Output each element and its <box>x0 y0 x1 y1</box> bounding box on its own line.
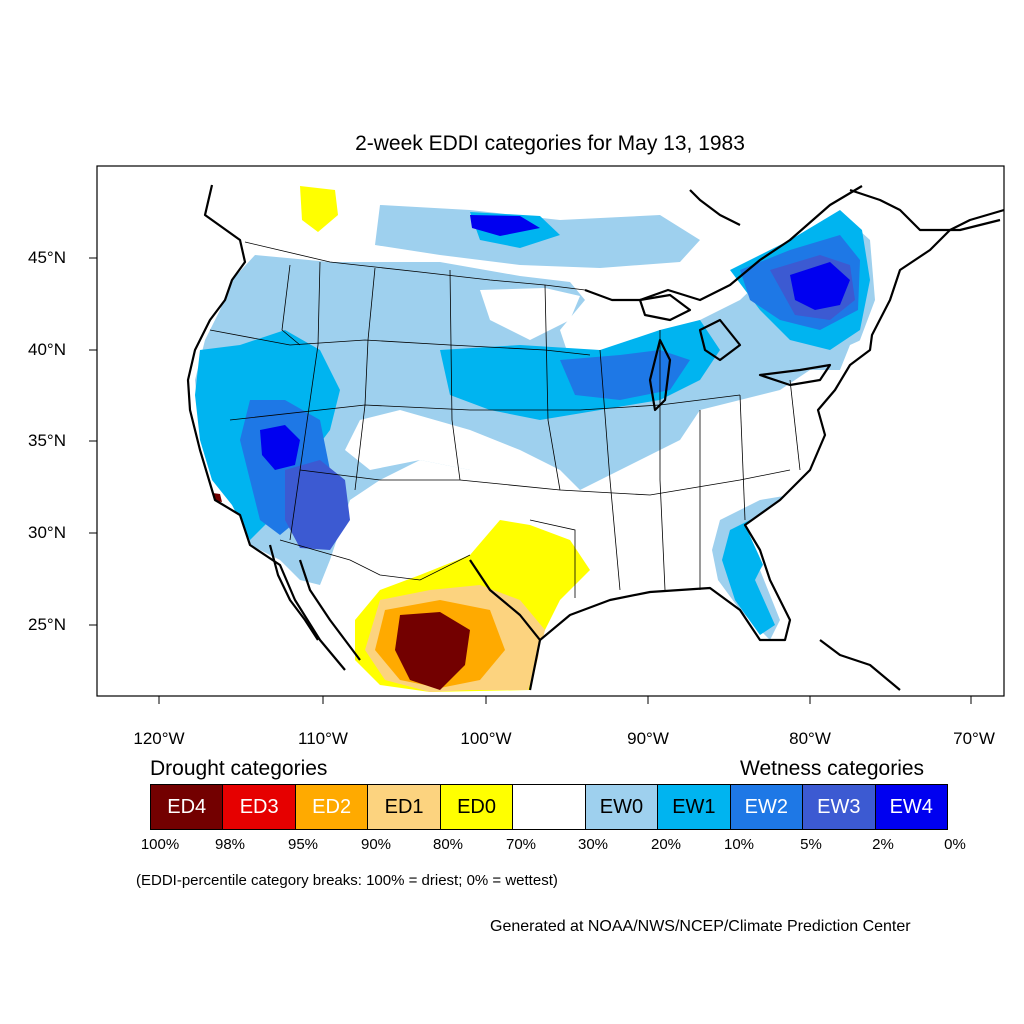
legend-colorbar: ED4 ED3 ED2 ED1 ED0 EW0 EW1 EW2 EW3 EW4 <box>150 784 948 830</box>
ed4-area-texas <box>395 612 470 690</box>
legend-swatch-ew0: EW0 <box>585 785 659 829</box>
axis-ticks <box>89 257 972 704</box>
legend-break: 100% <box>140 836 180 853</box>
lat-label-40: 40°N <box>28 340 66 359</box>
lon-label-70: 70°W <box>953 729 995 748</box>
map-frame <box>96 165 1005 697</box>
legend-swatch-ew1: EW1 <box>658 785 731 829</box>
legend-swatch-ew4: EW4 <box>875 785 947 829</box>
normal-area-northcentral <box>480 288 580 340</box>
gulf-of-mexico <box>535 590 1004 696</box>
legend-break: 90% <box>360 836 392 853</box>
legend-break: 10% <box>723 836 755 853</box>
lat-label-45: 45°N <box>28 248 66 267</box>
normal-area-plains <box>345 410 560 480</box>
legend-break: 5% <box>800 836 822 853</box>
category-breaks-note: (EDDI-percentile category breaks: 100% =… <box>136 872 558 889</box>
coastlines <box>186 184 1004 691</box>
lon-label-90: 90°W <box>627 729 669 748</box>
credit-line: Generated at NOAA/NWS/NCEP/Climate Predi… <box>490 918 911 935</box>
lon-label-120: 120°W <box>133 729 185 748</box>
legend-break: 98% <box>214 836 246 853</box>
pacific-ocean <box>97 166 360 696</box>
atlantic-ocean <box>745 166 1004 696</box>
ew4-area-california <box>260 425 300 470</box>
lat-label-30: 30°N <box>28 523 66 542</box>
lon-label-100: 100°W <box>460 729 512 748</box>
legend-swatch-ew2: EW2 <box>730 785 804 829</box>
wetness-heading: Wetness categories <box>740 757 925 780</box>
legend-swatch-normal <box>513 785 586 829</box>
legend-swatch-ew3: EW3 <box>803 785 876 829</box>
legend-break: 70% <box>505 836 537 853</box>
ew4-area-northeast <box>790 262 850 310</box>
ew4-area-canada <box>470 215 540 236</box>
legend-break: 0% <box>944 836 966 853</box>
legend-swatch-ed3: ED3 <box>223 785 296 829</box>
lat-label-35: 35°N <box>28 431 66 450</box>
legend-swatch-ed4: ED4 <box>151 785 224 829</box>
lat-label-25: 25°N <box>28 615 66 634</box>
drought-heading: Drought categories <box>150 757 328 780</box>
legend-break: 20% <box>650 836 682 853</box>
ed0-area-idaho <box>300 186 338 232</box>
legend-swatch-ed2: ED2 <box>295 785 369 829</box>
legend-break: 95% <box>287 836 319 853</box>
legend-break: 2% <box>872 836 894 853</box>
legend-swatch-ed1: ED1 <box>368 785 441 829</box>
lon-label-80: 80°W <box>789 729 831 748</box>
map-content <box>97 166 1004 696</box>
legend-swatch-ed0: ED0 <box>440 785 514 829</box>
legend-break: 80% <box>432 836 464 853</box>
lon-label-110: 110°W <box>298 729 348 748</box>
ew2-area-central <box>560 350 690 400</box>
ew3-area-southwest <box>285 460 350 550</box>
state-borders <box>209 241 801 598</box>
legend-break: 30% <box>577 836 609 853</box>
map-title: 2-week EDDI categories for May 13, 1983 <box>355 132 745 155</box>
